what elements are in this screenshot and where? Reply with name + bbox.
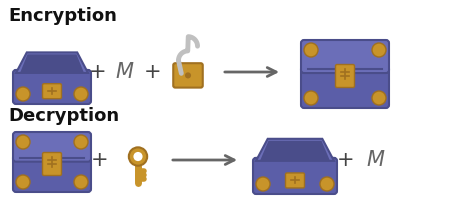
FancyBboxPatch shape (336, 65, 355, 87)
Circle shape (16, 87, 30, 101)
Circle shape (185, 72, 191, 78)
Circle shape (74, 175, 88, 189)
Circle shape (16, 175, 30, 189)
Polygon shape (20, 54, 84, 73)
Text: +: + (91, 150, 109, 170)
Circle shape (74, 87, 88, 101)
Circle shape (304, 91, 318, 105)
FancyBboxPatch shape (301, 40, 389, 73)
FancyBboxPatch shape (13, 155, 91, 192)
Circle shape (304, 43, 318, 57)
FancyBboxPatch shape (253, 158, 337, 194)
FancyBboxPatch shape (43, 84, 62, 99)
Polygon shape (16, 52, 88, 73)
Circle shape (129, 147, 147, 166)
FancyBboxPatch shape (301, 66, 389, 108)
FancyBboxPatch shape (13, 70, 91, 104)
Text: +: + (144, 62, 162, 82)
Polygon shape (260, 141, 330, 161)
FancyBboxPatch shape (13, 132, 91, 162)
Circle shape (74, 135, 88, 149)
Text: +: + (89, 62, 107, 82)
Text: Decryption: Decryption (8, 107, 119, 125)
FancyBboxPatch shape (285, 173, 304, 188)
Circle shape (256, 177, 270, 191)
Circle shape (320, 177, 334, 191)
Text: +: + (337, 150, 355, 170)
Circle shape (372, 43, 386, 57)
Text: Encryption: Encryption (8, 7, 117, 25)
Text: $M$: $M$ (366, 150, 386, 170)
Circle shape (16, 135, 30, 149)
Circle shape (372, 91, 386, 105)
FancyBboxPatch shape (43, 153, 62, 176)
Text: $M$: $M$ (115, 62, 135, 82)
Polygon shape (256, 139, 334, 161)
FancyBboxPatch shape (173, 63, 203, 88)
Circle shape (133, 152, 143, 161)
